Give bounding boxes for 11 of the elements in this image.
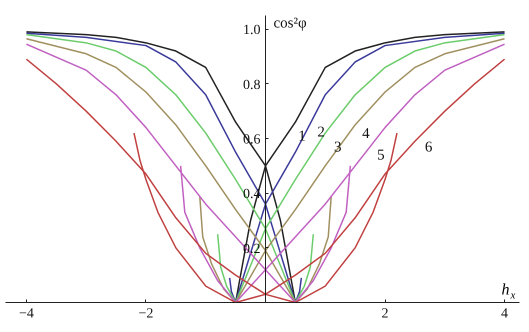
y-axis-title: cos²φ [273, 16, 307, 32]
x-tick-label: 2 [382, 306, 389, 322]
y-tick-label: 0.8 [242, 78, 260, 93]
annotation: 6 [424, 140, 433, 156]
annotation: 5 [377, 148, 385, 164]
x-tick-label: −2 [138, 306, 154, 322]
x-tick-label: 4 [501, 306, 508, 322]
x-tick-label: −4 [18, 306, 34, 322]
annotation: 2 [317, 124, 325, 140]
annotation: 4 [362, 126, 370, 142]
y-tick-label: 1.0 [242, 23, 260, 38]
